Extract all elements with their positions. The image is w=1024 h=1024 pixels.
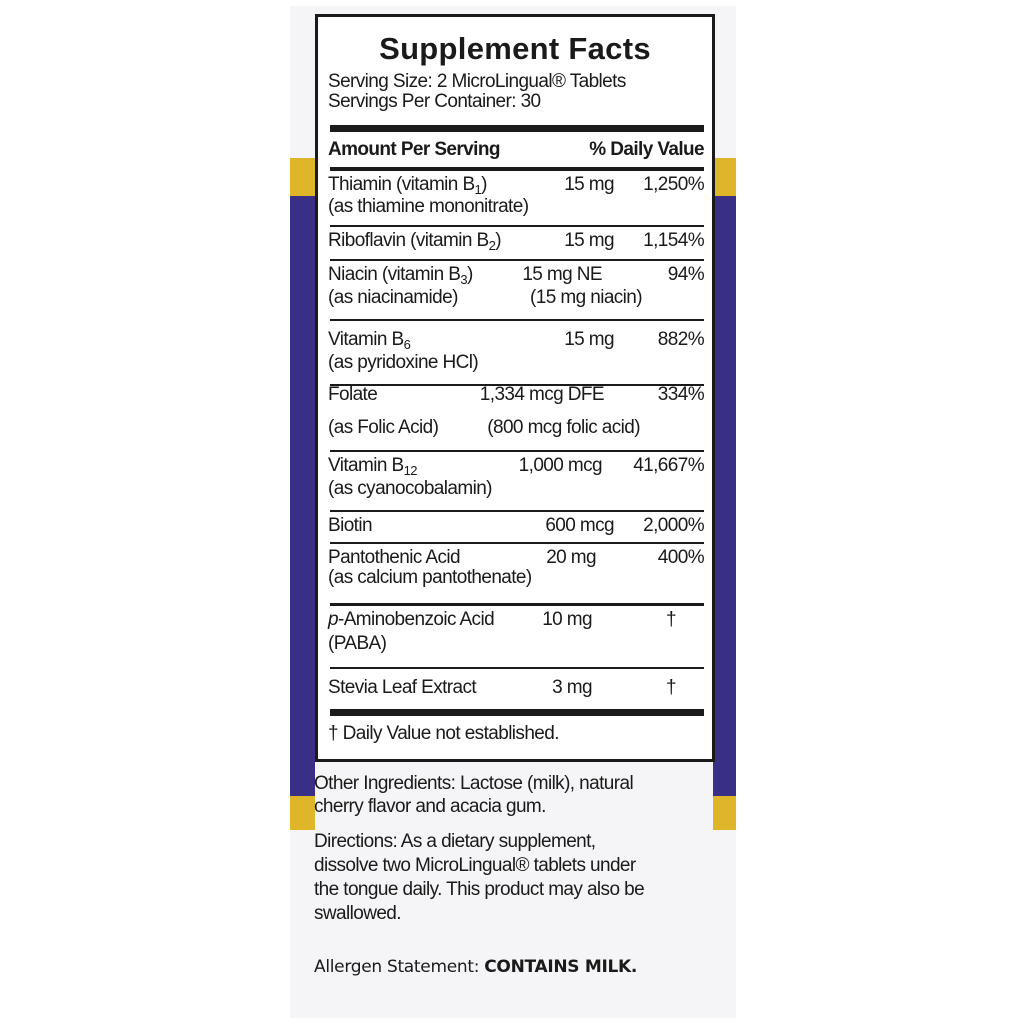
nutrient-name-text: Thiamin (vitamin B	[328, 174, 475, 195]
nutrient-subscript: 12	[403, 463, 418, 478]
daily-value-percent: 2,000%	[643, 515, 704, 536]
nutrient-subscript: 1	[474, 182, 482, 197]
daily-value-percent: †	[666, 677, 677, 698]
row-divider	[330, 259, 704, 261]
right-yellow-stripe-top	[713, 158, 736, 196]
nutrient-name-close: )	[466, 264, 473, 285]
directions-line-1: Directions: As a dietary supplement,	[314, 831, 596, 852]
daily-value-percent: 94%	[667, 264, 705, 285]
directions-line-2: dissolve two MicroLingual® tablets under	[314, 855, 636, 876]
allergen-value: CONTAINS MILK.	[484, 957, 638, 977]
row-divider	[330, 667, 704, 669]
nutrient-name-close: )	[481, 174, 487, 195]
nutrient-name: Riboflavin (vitamin B2)	[328, 230, 502, 253]
nutrient-name-text: Stevia Leaf Extract	[328, 677, 477, 698]
footnote: † Daily Value not established.	[328, 723, 560, 744]
directions-line-4: swallowed.	[314, 903, 402, 924]
nutrient-amount: 15 mg	[564, 329, 614, 350]
nutrient-name-text: Pantothenic Acid	[328, 547, 461, 568]
nutrient-name: Vitamin B12	[328, 455, 417, 477]
nutrient-name-text: Riboflavin (vitamin B	[328, 230, 489, 251]
thick-divider	[330, 125, 704, 132]
row-divider	[330, 542, 704, 544]
left-yellow-stripe-bottom	[290, 796, 315, 830]
other-ingredients-line-2: cherry flavor and acacia gum.	[314, 796, 546, 817]
nutrient-name: Biotin	[328, 515, 373, 537]
nutrient-name: Folate	[328, 384, 378, 406]
nutrient-detail: (as pyridoxine HCl)	[328, 352, 479, 373]
other-ingredients-line-1: Other Ingredients: Lactose (milk), natur…	[314, 773, 634, 794]
row-divider	[330, 709, 704, 716]
nutrient-name: Stevia Leaf Extract	[328, 677, 477, 699]
nutrient-amount: 3 mg	[552, 677, 592, 698]
nutrient-detail: (as Folic Acid)	[328, 417, 439, 438]
row-divider	[330, 384, 704, 386]
left-purple-band	[290, 196, 315, 796]
nutrient-subscript: 2	[488, 238, 496, 253]
nutrient-name-text: Vitamin B	[328, 329, 404, 350]
row-divider	[330, 603, 704, 606]
nutrient-amount: 15 mg	[564, 230, 614, 251]
daily-value-percent: †	[666, 609, 677, 630]
left-yellow-stripe-top	[290, 158, 315, 196]
daily-value-header: % Daily Value	[589, 139, 704, 160]
daily-value-percent: 1,250%	[643, 174, 704, 195]
nutrient-name-text: Niacin (vitamin B	[328, 264, 461, 285]
nutrient-name-text: -Aminobenzoic Acid	[337, 609, 495, 630]
row-divider	[330, 450, 704, 452]
nutrient-name: Vitamin B6	[328, 329, 411, 352]
directions-line-3: the tongue daily. This product may also …	[314, 879, 645, 900]
nutrient-detail: (as calcium pantothenate)	[328, 567, 532, 588]
nutrient-name: Pantothenic Acid	[328, 547, 461, 569]
nutrient-amount: 20 mg	[546, 547, 596, 568]
nutrient-amount-detail: (800 mcg folic acid)	[487, 417, 640, 438]
nutrient-subscript: 3	[460, 272, 467, 287]
nutrient-amount: 1,000 mcg	[518, 455, 603, 476]
allergen-label: Allergen Statement:	[314, 957, 485, 977]
allergen-statement: Allergen Statement: CONTAINS MILK.	[314, 956, 637, 979]
header-divider	[330, 167, 704, 171]
nutrient-amount: 1,334 mcg DFE	[479, 384, 605, 405]
daily-value-percent: 41,667%	[633, 455, 704, 476]
daily-value-percent: 400%	[657, 547, 705, 568]
nutrient-amount-detail: (15 mg niacin)	[530, 287, 643, 308]
amount-per-serving-header: Amount Per Serving	[328, 139, 500, 160]
nutrient-name-text: Biotin	[328, 515, 373, 536]
servings-per-container: Servings Per Container: 30	[328, 91, 541, 112]
nutrient-name-prefix: p	[328, 609, 339, 630]
nutrient-amount: 600 mcg	[545, 515, 614, 536]
nutrient-name: p-Aminobenzoic Acid	[328, 609, 495, 631]
nutrient-amount: 15 mg	[564, 174, 614, 195]
nutrient-name: Niacin (vitamin B3)	[328, 264, 473, 286]
supplement-facts-box: Supplement Facts Serving Size: 2 MicroLi…	[315, 14, 715, 762]
row-divider	[330, 319, 704, 321]
nutrient-amount: 15 mg NE	[522, 264, 602, 285]
row-divider	[330, 510, 704, 512]
right-yellow-stripe-bottom	[713, 796, 736, 830]
purple-strip-under-box	[290, 760, 315, 796]
nutrient-name-text: Vitamin B	[328, 455, 404, 476]
nutrient-detail: (as thiamine mononitrate)	[328, 196, 529, 217]
nutrient-name-text: Folate	[328, 384, 378, 405]
nutrient-detail: (PABA)	[328, 633, 387, 654]
facts-title: Supplement Facts	[379, 31, 651, 66]
nutrient-amount: 10 mg	[542, 609, 592, 630]
right-purple-band	[713, 196, 736, 796]
nutrient-subscript: 6	[403, 337, 411, 352]
nutrient-name: Thiamin (vitamin B1)	[328, 174, 487, 196]
row-divider	[330, 225, 704, 227]
daily-value-percent: 334%	[657, 384, 705, 405]
nutrient-name-close: )	[495, 230, 501, 251]
daily-value-percent: 1,154%	[643, 230, 704, 251]
nutrient-detail: (as niacinamide)	[328, 287, 458, 308]
serving-size: Serving Size: 2 MicroLingual® Tablets	[328, 71, 626, 92]
daily-value-percent: 882%	[657, 329, 705, 350]
nutrient-detail: (as cyanocobalamin)	[328, 478, 493, 499]
